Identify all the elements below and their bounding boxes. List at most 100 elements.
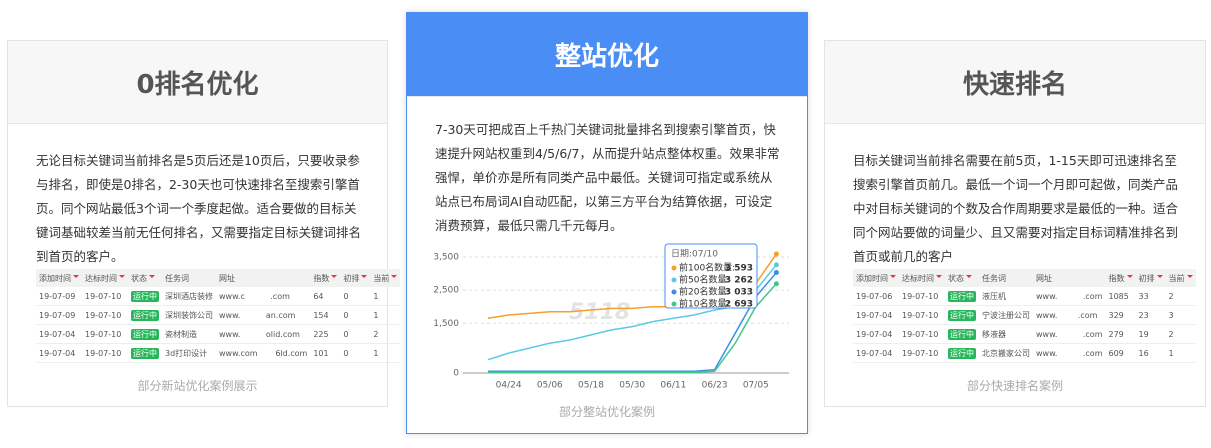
- x-tick-label: 05/06: [537, 381, 563, 391]
- card-description: 无论目标关键词当前排名是5页后还是10页后，只要收录参与排名，即使是0排名，2-…: [36, 153, 362, 264]
- cell: 19-07-10: [899, 324, 945, 344]
- status-badge: 运行中: [948, 328, 976, 340]
- cell: 1: [370, 287, 401, 306]
- end-point: [773, 281, 779, 287]
- tooltip-value: 3 262: [725, 276, 753, 286]
- case-table: 添加时间 达标时间 状态 任务词 网址 指数 初排 当前 19-07-09 19-07-10 运行中…: [36, 269, 401, 363]
- tooltip-box: [664, 243, 758, 309]
- cell: www. olid.com: [216, 324, 311, 344]
- case-table: 添加时间 达标时间 状态 任务词 网址 指数 初排 当前 19-07-06 19-07-10 运行中…: [853, 269, 1196, 363]
- cell: 225: [310, 324, 341, 344]
- end-point: [773, 270, 779, 276]
- cell: www. .com: [1033, 287, 1106, 306]
- series-line: [488, 272, 777, 373]
- chart: 5118 0 1,500 2,500 3,500 04/24 05/06 05/18 05/30…: [433, 243, 789, 391]
- header-cell: 状态: [945, 269, 979, 287]
- cell: 运行中: [945, 343, 979, 363]
- table-row: 19-07-04 19-07-10 运行中 3d打印设计 www.com 6ld.com…: [36, 343, 401, 363]
- status-badge: 运行中: [131, 290, 159, 302]
- status-badge: 运行中: [131, 309, 159, 321]
- cell: 279: [1105, 324, 1136, 344]
- card-caption: 部分快速排名案例: [966, 379, 1063, 393]
- cell: 2: [1165, 324, 1196, 344]
- table-header: 添加时间 达标时间 状态 任务词 网址 指数 初排 当前: [853, 269, 1196, 287]
- cell: www. an.com: [216, 305, 311, 325]
- cell: 19-07-10: [899, 287, 945, 306]
- header-cell: 达标时间: [899, 269, 945, 287]
- cell: 64: [310, 287, 341, 306]
- y-tick-label: 3,500: [433, 253, 459, 263]
- cell: 运行中: [128, 305, 162, 325]
- tooltip-value: 3 033: [725, 288, 753, 298]
- cell: 19: [1135, 324, 1166, 344]
- tooltip-dot: [671, 277, 677, 283]
- cell: 运行中: [945, 324, 979, 344]
- series-line: [488, 283, 777, 374]
- y-tick-label: 1,500: [433, 319, 459, 329]
- header-cell: 网址: [1033, 269, 1106, 287]
- cell: 23: [1135, 305, 1166, 325]
- cell: 19-07-04: [853, 305, 899, 325]
- cell: 19-07-10: [82, 305, 128, 325]
- card-description: 7-30天可把成百上千热门关键词批量排名到搜索引擎首页，快速提升网站权重到4/5…: [435, 122, 780, 233]
- table-row: 19-07-09 19-07-10 运行中 深圳装饰公司 www. an.com 154 0…: [36, 305, 401, 325]
- cell: www. .com: [1033, 324, 1106, 344]
- x-tick-label: 04/24: [496, 381, 522, 391]
- status-badge: 运行中: [948, 309, 976, 321]
- cell: 609: [1105, 343, 1136, 363]
- cell: 19-07-04: [36, 324, 82, 344]
- x-tick-label: 07/05: [743, 381, 769, 391]
- table-row: 19-07-04 19-07-10 运行中 移液器 www. .com 279 19 2: [853, 324, 1196, 344]
- status-badge: 运行中: [131, 347, 159, 359]
- header-cell: 达标时间: [82, 269, 128, 287]
- end-point: [773, 262, 779, 268]
- cell: 19-07-10: [899, 343, 945, 363]
- cell: 19-07-09: [36, 305, 82, 325]
- cell: 1: [370, 343, 401, 363]
- cell: 宁波注册公司: [979, 305, 1033, 325]
- card-title: 0排名优化: [8, 41, 387, 124]
- card-title: 快速排名: [825, 41, 1205, 124]
- cell: 19-07-10: [82, 324, 128, 344]
- cell: 运行中: [945, 305, 979, 325]
- cell: 154: [310, 305, 341, 325]
- cell: 2: [1165, 287, 1196, 306]
- y-tick-label: 2,500: [433, 286, 459, 296]
- header-cell: 当前: [370, 269, 401, 287]
- cell: 运行中: [128, 343, 162, 363]
- tooltip-value: 2 693: [725, 300, 753, 310]
- cell: 19-07-10: [82, 343, 128, 363]
- header-cell: 网址: [216, 269, 311, 287]
- header-cell: 任务词: [979, 269, 1033, 287]
- cell: 19-07-09: [36, 287, 82, 306]
- table-header: 添加时间 达标时间 状态 任务词 网址 指数 初排 当前: [36, 269, 401, 287]
- cell: 3: [1165, 305, 1196, 325]
- cell: 3d打印设计: [162, 343, 216, 363]
- tooltip-dot: [671, 289, 677, 295]
- cell: 深圳酒店装修: [162, 287, 216, 306]
- tooltip-name: 前20名数量:: [679, 286, 730, 298]
- header-cell: 初排: [340, 269, 371, 287]
- header-cell: 初排: [1135, 269, 1166, 287]
- header-cell: 状态: [128, 269, 162, 287]
- cell: 移液器: [979, 324, 1033, 344]
- cell: 深圳装饰公司: [162, 305, 216, 325]
- y-tick-label: 0: [453, 369, 459, 379]
- cell: 16: [1135, 343, 1166, 363]
- cell: 1085: [1105, 287, 1136, 306]
- tooltip-name: 前10名数量:: [679, 298, 730, 310]
- cell: www.c .com: [216, 287, 311, 306]
- cell: 19-07-10: [82, 287, 128, 306]
- tooltip-dot: [671, 301, 677, 307]
- cell: 19-07-04: [36, 343, 82, 363]
- cell: 液压机: [979, 287, 1033, 306]
- status-badge: 运行中: [948, 290, 976, 302]
- cell: www.com 6ld.com: [216, 343, 311, 363]
- table-row: 19-07-04 19-07-10 运行中 宁波注册公司 www. .com 329 23 3: [853, 305, 1196, 325]
- cell: 19-07-10: [899, 305, 945, 325]
- cell: 329: [1105, 305, 1136, 325]
- header-cell: 添加时间: [36, 269, 82, 287]
- cell: 101: [310, 343, 341, 363]
- tooltip-date: 日期:07/10: [671, 249, 718, 260]
